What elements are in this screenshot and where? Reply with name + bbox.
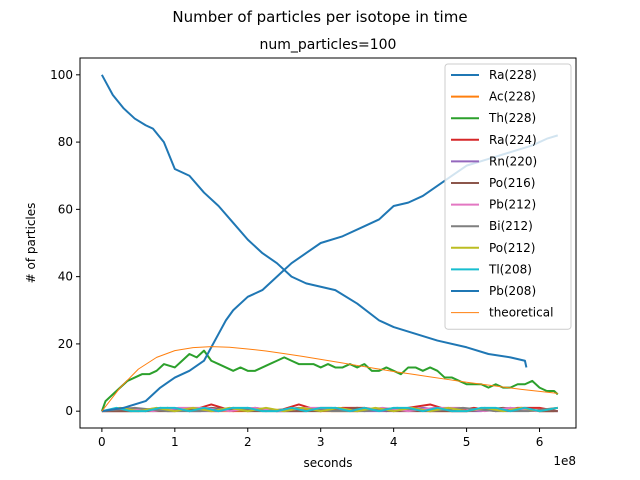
legend-entry: theoretical xyxy=(489,306,553,320)
legend-entry: Po(216) xyxy=(489,176,535,190)
x-tick-label: 3 xyxy=(317,435,325,449)
x-tick-label: 5 xyxy=(463,435,471,449)
y-tick-label: 80 xyxy=(58,135,73,149)
legend-entry: Po(212) xyxy=(489,241,535,255)
x-tick-label: 1 xyxy=(171,435,179,449)
series-layer xyxy=(100,74,559,413)
y-axis: 0 20 40 60 80 100 xyxy=(50,68,80,418)
series-line-tl-208 xyxy=(101,406,558,413)
x-axis-label: seconds xyxy=(303,456,352,470)
legend-entry: Ac(228) xyxy=(489,90,536,104)
y-tick-label: 40 xyxy=(58,270,73,284)
x-tick-label: 2 xyxy=(244,435,252,449)
series-line-th-228 xyxy=(100,349,559,412)
legend-entry: Ra(224) xyxy=(489,133,537,147)
chart-title: num_particles=100 xyxy=(260,37,397,53)
x-axis: 0 1 2 3 4 5 6 xyxy=(98,428,543,449)
x-tick-label: 6 xyxy=(536,435,544,449)
y-axis-label: # of particles xyxy=(24,203,38,284)
y-tick-label: 0 xyxy=(65,404,73,418)
plot-frame xyxy=(79,57,577,429)
legend-entry: Bi(212) xyxy=(489,219,533,233)
x-tick-label: 0 xyxy=(98,435,106,449)
y-tick-label: 60 xyxy=(58,202,73,216)
legend-entry: Th(228) xyxy=(488,111,536,125)
series-line-theoretical xyxy=(101,346,558,412)
legend-entry: Tl(208) xyxy=(488,262,532,276)
legend-box xyxy=(444,63,572,330)
series-line-ra-228 xyxy=(101,74,528,368)
y-tick-label: 20 xyxy=(58,337,73,351)
legend-entry: Pb(208) xyxy=(489,284,536,298)
legend-entry: Rn(220) xyxy=(489,154,537,168)
y-tick-label: 100 xyxy=(50,68,73,82)
x-tick-label: 4 xyxy=(390,435,398,449)
legend: Ra(228) Ac(228) Th(228) Ra(224) Rn(220) Po(21… xyxy=(444,63,572,330)
legend-entry: Pb(212) xyxy=(489,198,536,212)
chart-suptitle: Number of particles per isotope in time xyxy=(172,8,467,26)
legend-entry: Ra(228) xyxy=(489,68,537,82)
x-axis-offset-label: 1e8 xyxy=(553,454,576,468)
